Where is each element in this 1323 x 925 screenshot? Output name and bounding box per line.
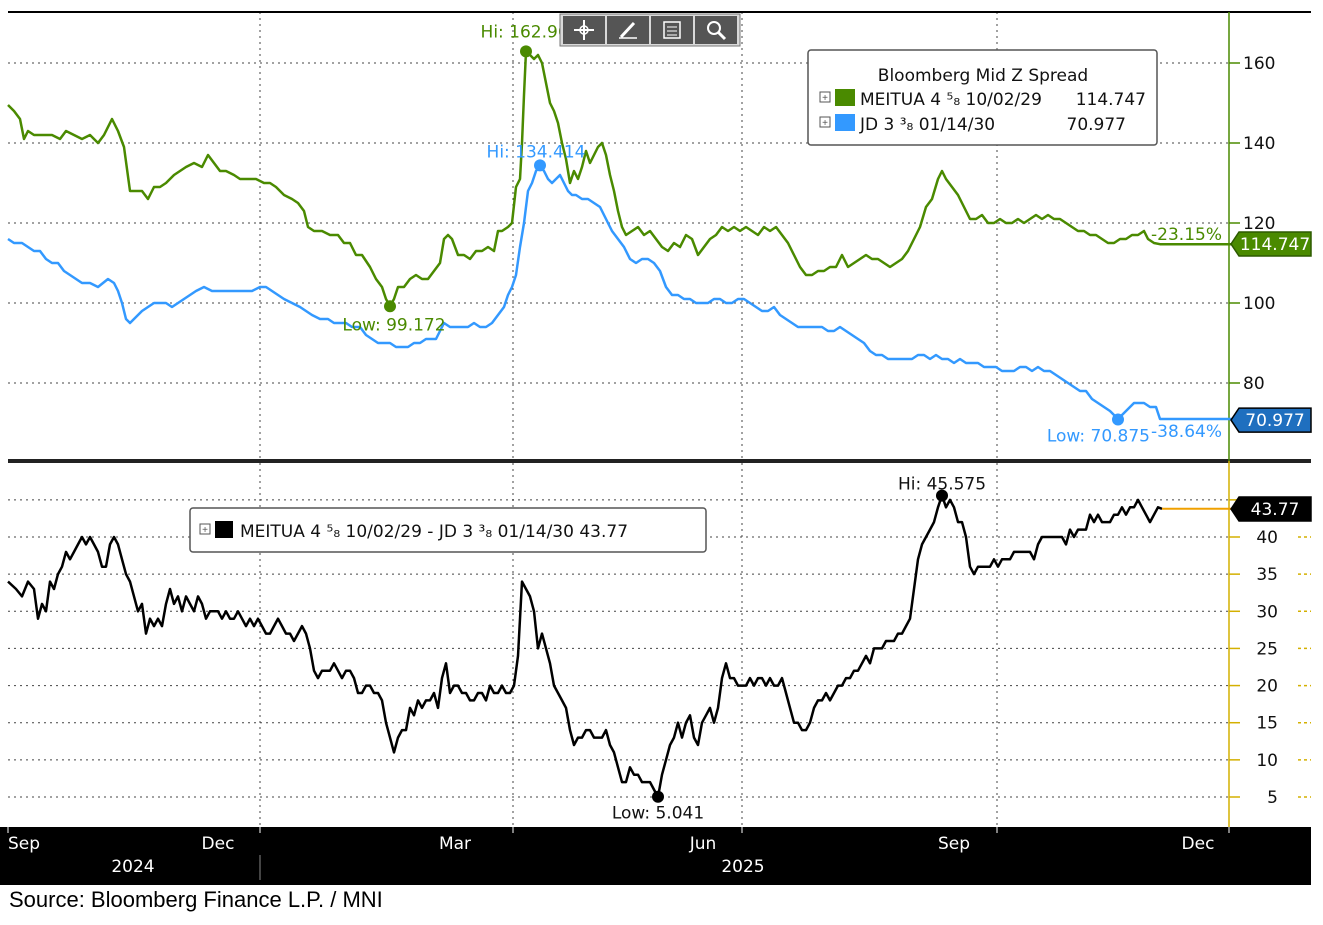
- legend-item-spread-diff[interactable]: + MEITUA 4 ⁵₈ 10/02/29 - JD 3 ³₈ 01/14/3…: [199, 521, 628, 542]
- x-month-label: Sep: [938, 834, 970, 854]
- jd-hi-marker: [534, 159, 546, 172]
- x-year-label: 2025: [721, 857, 764, 877]
- spread-hi-marker: [936, 489, 948, 502]
- meituan-change-label: -23.15%: [1151, 225, 1222, 245]
- series-line-meituan[interactable]: [7, 50, 1237, 308]
- spread-hi-label: Hi: 45.575: [898, 475, 986, 495]
- top-legend-title: Bloomberg Mid Z Spread: [878, 66, 1088, 86]
- bottom-y-tick-label: 40: [1256, 528, 1278, 548]
- meituan-low-label: Low: 99.172: [342, 315, 445, 335]
- x-axis-band: [0, 827, 1311, 885]
- svg-text:+: +: [822, 118, 828, 129]
- legend-label-meituan: MEITUA 4 ⁵₈ 10/02/29: [860, 90, 1042, 110]
- bottom-y-tick-label: 30: [1256, 602, 1278, 622]
- spread-low-label: Low: 5.041: [612, 804, 704, 824]
- x-month-label: Dec: [1182, 834, 1215, 854]
- bottom-y-tick-label: 25: [1256, 639, 1278, 659]
- source-note: Source: Bloomberg Finance L.P. / MNI: [9, 887, 383, 912]
- crosshair-icon[interactable]: [563, 16, 605, 44]
- top-y-axis: 160 140 120 100 80: [1229, 54, 1275, 394]
- x-month-label: Sep: [8, 834, 40, 854]
- meituan-hi-label: Hi: 162.907: [481, 22, 580, 42]
- x-year-label: 2024: [111, 857, 154, 877]
- spread-last-value-tag-text: 43.77: [1251, 500, 1300, 520]
- bottom-legend: + MEITUA 4 ⁵₈ 10/02/29 - JD 3 ³₈ 01/14/3…: [189, 507, 707, 553]
- x-month-label: Dec: [202, 834, 235, 854]
- x-month-label: Jun: [689, 834, 717, 854]
- x-axis: Sep Dec Mar Jun Sep Dec 2024 2025: [7, 827, 1230, 880]
- legend-item-meituan[interactable]: + MEITUA 4 ⁵₈ 10/02/29 114.747: [819, 89, 1146, 110]
- bottom-y-axis: 40 35 30 25 20 15 10 5: [1229, 499, 1311, 808]
- svg-text:+: +: [822, 93, 828, 104]
- jd-low-label: Low: 70.875: [1047, 427, 1150, 447]
- bottom-y-tick-label: 5: [1267, 788, 1278, 808]
- top-y-tick-label: 100: [1243, 294, 1275, 314]
- top-y-tick-label: 160: [1243, 54, 1275, 74]
- spread-low-marker: [652, 790, 664, 803]
- top-y-tick-label: 120: [1243, 214, 1275, 234]
- meituan-last-value-tag-text: 114.747: [1240, 235, 1310, 255]
- top-panel-series: [7, 50, 1237, 421]
- legend-value-meituan: 114.747: [1076, 90, 1146, 110]
- chart-toolbar: [559, 13, 741, 47]
- top-y-tick-label: 80: [1243, 374, 1265, 394]
- jd-last-value-tag: [1230, 407, 1312, 433]
- series-line-spread-diff[interactable]: [7, 494, 1163, 799]
- series-line-jd[interactable]: [7, 164, 1237, 421]
- bottom-y-tick-label: 10: [1256, 751, 1278, 771]
- legend-label-jd: JD 3 ³₈ 01/14/30: [859, 115, 995, 135]
- list-icon[interactable]: [651, 16, 693, 44]
- jd-low-marker: [1112, 413, 1124, 426]
- annotations: Hi: 162.907 Low: 99.172 Hi: 134.414 Low: 70…: [342, 22, 1312, 824]
- bottom-panel-series: [7, 494, 1237, 799]
- meituan-hi-marker: [520, 45, 532, 58]
- meituan-last-value-tag: [1230, 231, 1312, 257]
- svg-text:+: +: [202, 525, 208, 536]
- bottom-y-tick-label: 20: [1256, 677, 1278, 697]
- bottom-y-tick-label: 15: [1256, 714, 1278, 734]
- jd-hi-label: Hi: 134.414: [487, 142, 586, 162]
- top-y-tick-label: 140: [1243, 134, 1275, 154]
- bottom-y-tick-label: 35: [1256, 565, 1278, 585]
- pencil-icon[interactable]: [607, 16, 649, 44]
- meituan-low-marker: [384, 300, 396, 313]
- legend-label-spread-diff: MEITUA 4 ⁵₈ 10/02/29 - JD 3 ³₈ 01/14/30 …: [240, 522, 628, 542]
- top-panel-grid: [8, 12, 1229, 458]
- top-legend: Bloomberg Mid Z Spread + MEITUA 4 ⁵₈ 10/…: [807, 49, 1158, 146]
- x-month-label: Mar: [439, 834, 471, 854]
- jd-change-label: -38.64%: [1151, 422, 1222, 442]
- zoom-icon[interactable]: [695, 16, 737, 44]
- legend-value-jd: 70.977: [1067, 115, 1126, 135]
- spread-last-value-tag: [1230, 496, 1312, 522]
- jd-last-value-tag-text: 70.977: [1245, 411, 1304, 431]
- legend-item-jd[interactable]: + JD 3 ³₈ 01/14/30 70.977: [819, 114, 1126, 135]
